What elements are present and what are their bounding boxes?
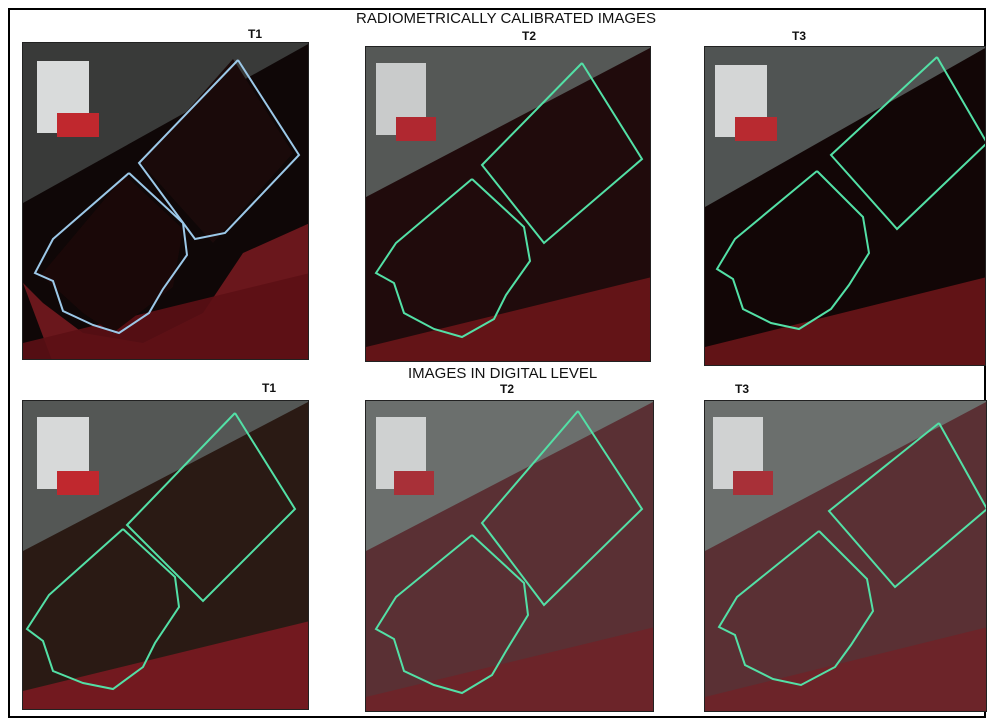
label-cal-t3: T3: [792, 29, 807, 43]
title-calibrated: RADIOMETRICALLY CALIBRATED IMAGES: [356, 10, 657, 27]
satellite-image: [23, 43, 308, 359]
satellite-image: [23, 401, 308, 709]
satellite-image: [705, 401, 986, 711]
image-digital-t1: [22, 400, 309, 710]
label-dig-t1: T1: [262, 381, 277, 395]
image-digital-t3: [704, 400, 987, 712]
image-calibrated-t3: [704, 46, 986, 366]
satellite-image: [366, 401, 653, 711]
label-cal-t2: T2: [522, 29, 537, 43]
image-digital-t2: [365, 400, 654, 712]
satellite-image: [705, 47, 985, 365]
label-dig-t2: T2: [500, 382, 515, 396]
image-calibrated-t1: [22, 42, 309, 360]
image-calibrated-t2: [365, 46, 651, 362]
title-digital: IMAGES IN DIGITAL LEVEL: [408, 365, 598, 382]
label-cal-t1: T1: [248, 27, 263, 41]
satellite-image: [366, 47, 650, 361]
label-dig-t3: T3: [735, 382, 750, 396]
